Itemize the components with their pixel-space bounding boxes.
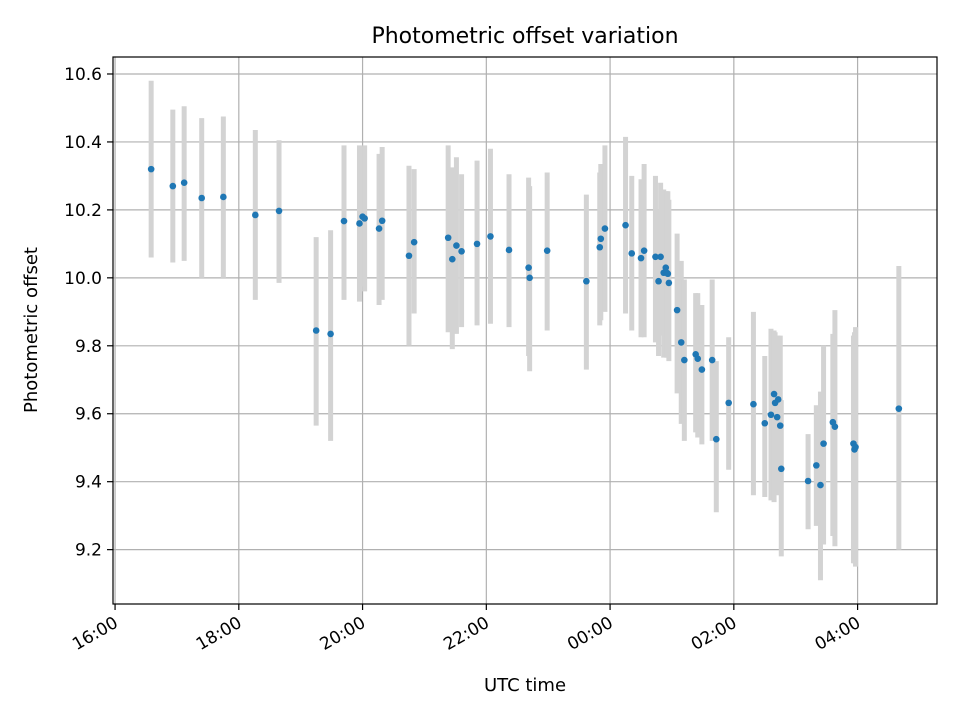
data-point [895, 405, 903, 412]
data-point [410, 238, 418, 246]
data-point [180, 179, 188, 187]
data-point [637, 254, 645, 262]
data-point [681, 356, 688, 364]
data-point [198, 194, 205, 202]
y-tick-label: 9.6 [75, 405, 102, 425]
data-point [655, 277, 662, 285]
data-point [601, 225, 609, 232]
data-point [831, 423, 839, 430]
data-point [525, 264, 532, 271]
data-point [405, 252, 413, 260]
data-point [543, 247, 551, 254]
y-tick-label: 9.8 [75, 337, 102, 357]
data-point [487, 233, 494, 240]
data-point [378, 217, 386, 225]
y-tick-label: 10.0 [64, 269, 102, 289]
data-point [750, 400, 757, 408]
data-point [673, 306, 681, 314]
data-point [761, 419, 769, 427]
data-points [147, 165, 903, 489]
data-point [852, 443, 859, 451]
plot-frame [112, 56, 938, 605]
data-point [275, 207, 283, 215]
data-point [622, 221, 629, 229]
data-point [448, 255, 456, 263]
data-point [698, 366, 706, 373]
data-point [526, 274, 533, 282]
x-axis-label: UTC time [484, 675, 566, 696]
y-tick-label: 9.2 [75, 541, 102, 561]
data-point [220, 193, 227, 201]
data-point [458, 248, 465, 255]
data-point [664, 270, 672, 278]
data-point [776, 422, 784, 429]
data-point [804, 477, 812, 485]
data-point [770, 390, 778, 398]
data-point [361, 215, 368, 222]
data-point [708, 356, 716, 364]
data-point [694, 355, 702, 362]
y-axis-label: Photometric offset [21, 247, 42, 413]
data-point [327, 330, 334, 338]
data-point [657, 253, 664, 261]
data-point [773, 413, 781, 421]
y-axis: 9.2 9.4 9.6 9.8 10.0 10.2 10.4 10.6 [64, 65, 113, 561]
data-point [473, 240, 481, 248]
data-point [147, 165, 155, 173]
chart-title: Photometric offset variation [371, 24, 678, 49]
data-point [652, 253, 659, 261]
data-point [444, 234, 452, 242]
data-point [817, 481, 824, 489]
data-point [662, 264, 670, 271]
data-point [628, 250, 636, 257]
data-point [583, 277, 590, 285]
data-point [774, 396, 782, 403]
data-point [640, 247, 648, 254]
data-point [597, 235, 605, 243]
data-point [813, 462, 820, 469]
y-tick-label: 10.6 [64, 65, 102, 85]
data-point [356, 220, 363, 227]
y-tick-label: 9.4 [75, 473, 102, 493]
data-point [312, 327, 320, 334]
y-tick-label: 10.4 [64, 133, 102, 153]
data-point [169, 182, 177, 190]
data-point [375, 225, 383, 232]
data-point [665, 279, 673, 287]
data-point [596, 243, 604, 251]
data-point [713, 435, 720, 443]
data-point [252, 211, 259, 219]
data-point [725, 399, 732, 407]
data-point [505, 246, 513, 254]
y-tick-label: 10.2 [64, 201, 102, 221]
data-point [340, 217, 348, 225]
data-point [453, 242, 460, 249]
data-point [777, 465, 785, 473]
grid [113, 57, 937, 604]
data-point [677, 339, 685, 346]
data-point [767, 411, 775, 419]
data-point [820, 440, 827, 447]
